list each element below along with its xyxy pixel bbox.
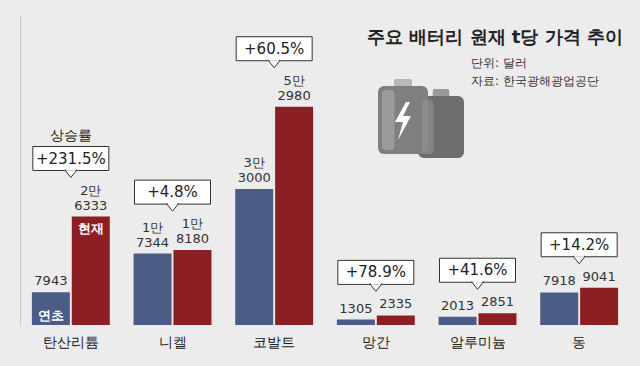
svg-text:1만: 1만	[142, 220, 163, 235]
svg-text:2013: 2013	[441, 298, 474, 313]
svg-text:2335: 2335	[379, 296, 412, 311]
svg-text:자료: 한국광해광업공단: 자료: 한국광해광업공단	[471, 74, 599, 88]
svg-text:5만: 5만	[283, 73, 304, 88]
svg-text:+14.2%: +14.2%	[549, 236, 609, 254]
svg-text:+4.8%: +4.8%	[147, 183, 198, 201]
svg-text:알루미늄: 알루미늄	[450, 334, 506, 350]
svg-text:2980: 2980	[278, 88, 311, 103]
svg-text:3만: 3만	[244, 155, 265, 170]
svg-text:6333: 6333	[74, 198, 107, 213]
svg-text:망간: 망간	[362, 334, 390, 350]
svg-text:2만: 2만	[80, 183, 101, 198]
svg-text:1만: 1만	[182, 216, 203, 231]
svg-text:단위: 달러: 단위: 달러	[471, 56, 527, 70]
svg-text:코발트: 코발트	[253, 334, 295, 350]
svg-text:연초: 연초	[38, 308, 64, 323]
svg-text:현재: 현재	[78, 221, 104, 236]
svg-text:9041: 9041	[583, 269, 616, 284]
svg-text:+60.5%: +60.5%	[244, 40, 304, 58]
svg-text:상승률: 상승률	[50, 127, 92, 143]
svg-text:+78.9%: +78.9%	[346, 263, 406, 281]
svg-text:1305: 1305	[339, 301, 372, 316]
svg-text:7344: 7344	[136, 235, 169, 250]
svg-text:동: 동	[572, 334, 586, 350]
svg-text:2851: 2851	[481, 294, 514, 309]
svg-text:7918: 7918	[543, 273, 576, 288]
svg-text:주요 배터리 원재 t당 가격 추이: 주요 배터리 원재 t당 가격 추이	[367, 26, 623, 47]
svg-text:7943: 7943	[34, 273, 67, 288]
svg-text:니켈: 니켈	[159, 334, 187, 350]
svg-text:+41.6%: +41.6%	[447, 261, 507, 279]
svg-text:탄산리튬: 탄산리튬	[43, 334, 99, 350]
svg-text:3000: 3000	[238, 170, 271, 185]
svg-text:8180: 8180	[176, 231, 209, 246]
svg-text:+231.5%: +231.5%	[36, 150, 106, 168]
